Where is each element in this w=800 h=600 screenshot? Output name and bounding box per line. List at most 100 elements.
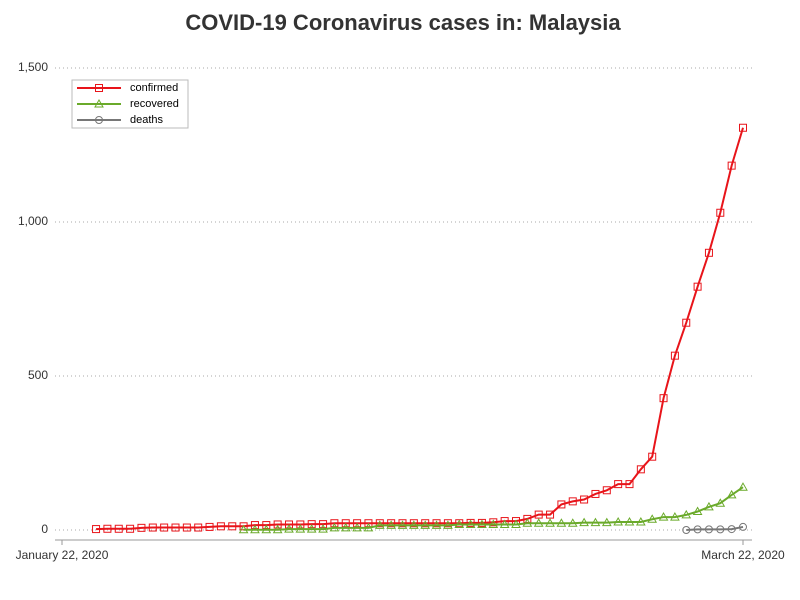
marker [647, 514, 658, 523]
marker [454, 519, 465, 528]
legend-label: confirmed [130, 82, 178, 94]
marker [477, 519, 487, 528]
marker [329, 522, 340, 532]
series-line [243, 486, 744, 531]
marker [534, 510, 543, 519]
marker [659, 394, 668, 403]
marker [307, 520, 316, 529]
marker [557, 500, 566, 509]
marker [431, 520, 442, 529]
marker [568, 497, 577, 506]
marker [296, 520, 305, 529]
marker [398, 519, 407, 528]
marker [409, 519, 418, 528]
marker [114, 524, 123, 533]
marker [579, 517, 589, 527]
marker [95, 116, 103, 124]
marker [319, 520, 328, 529]
marker [92, 525, 101, 534]
marker [421, 519, 430, 528]
marker [716, 525, 725, 534]
marker [704, 248, 713, 257]
marker [715, 498, 726, 507]
marker [182, 523, 191, 532]
marker [341, 519, 350, 528]
marker [466, 518, 475, 527]
marker [250, 524, 260, 534]
marker [171, 523, 180, 532]
marker [499, 519, 510, 528]
y-tick-label: 0 [41, 522, 48, 536]
marker [648, 452, 657, 461]
series-line [96, 127, 744, 531]
marker [488, 519, 499, 528]
marker [353, 519, 362, 528]
marker [693, 525, 702, 534]
marker [739, 522, 747, 531]
marker [580, 495, 589, 504]
marker [94, 98, 104, 108]
marker [261, 524, 272, 534]
marker [545, 518, 555, 527]
marker [522, 518, 533, 527]
marker [625, 480, 634, 489]
marker [397, 520, 408, 529]
y-tick-label: 500 [28, 368, 48, 382]
marker [273, 520, 282, 529]
marker [432, 519, 441, 528]
marker [533, 518, 544, 527]
marker [262, 521, 271, 530]
marker [443, 519, 452, 528]
marker [511, 519, 521, 528]
marker [602, 486, 611, 495]
marker [194, 523, 203, 532]
marker [636, 465, 645, 474]
marker [387, 519, 396, 528]
legend-label: recovered [130, 98, 179, 110]
marker [614, 480, 623, 489]
marker [465, 519, 476, 528]
marker [148, 523, 157, 532]
marker [306, 524, 317, 533]
marker [295, 524, 306, 533]
marker [330, 519, 339, 528]
marker [682, 526, 691, 534]
marker [228, 522, 237, 531]
marker [363, 522, 374, 532]
marker [692, 506, 703, 516]
x-tick-label: January 22, 2020 [16, 548, 109, 562]
chart-title: COVID-19 Coronavirus cases in: Malaysia [185, 10, 621, 35]
marker [364, 519, 373, 528]
marker [386, 520, 397, 529]
marker [318, 524, 328, 533]
marker [635, 516, 646, 526]
y-tick-label: 1,000 [18, 214, 48, 228]
marker [738, 482, 748, 491]
marker [739, 123, 747, 132]
marker [205, 522, 214, 531]
marker [658, 512, 669, 521]
marker [420, 520, 431, 529]
marker [704, 501, 714, 511]
marker [727, 161, 736, 170]
marker [160, 523, 169, 532]
marker [238, 524, 249, 534]
marker [670, 512, 680, 521]
marker [546, 510, 555, 519]
series-line [686, 525, 744, 531]
marker [693, 282, 702, 291]
marker [716, 208, 725, 217]
marker [374, 520, 385, 529]
marker [285, 520, 293, 529]
marker [681, 509, 692, 519]
marker [375, 519, 384, 528]
marker [591, 489, 600, 498]
marker [727, 525, 736, 534]
marker [726, 489, 737, 499]
marker [272, 524, 283, 534]
marker [624, 516, 635, 526]
legend: confirmed recovered deaths [71, 79, 189, 129]
marker [556, 518, 567, 527]
marker [137, 523, 146, 532]
